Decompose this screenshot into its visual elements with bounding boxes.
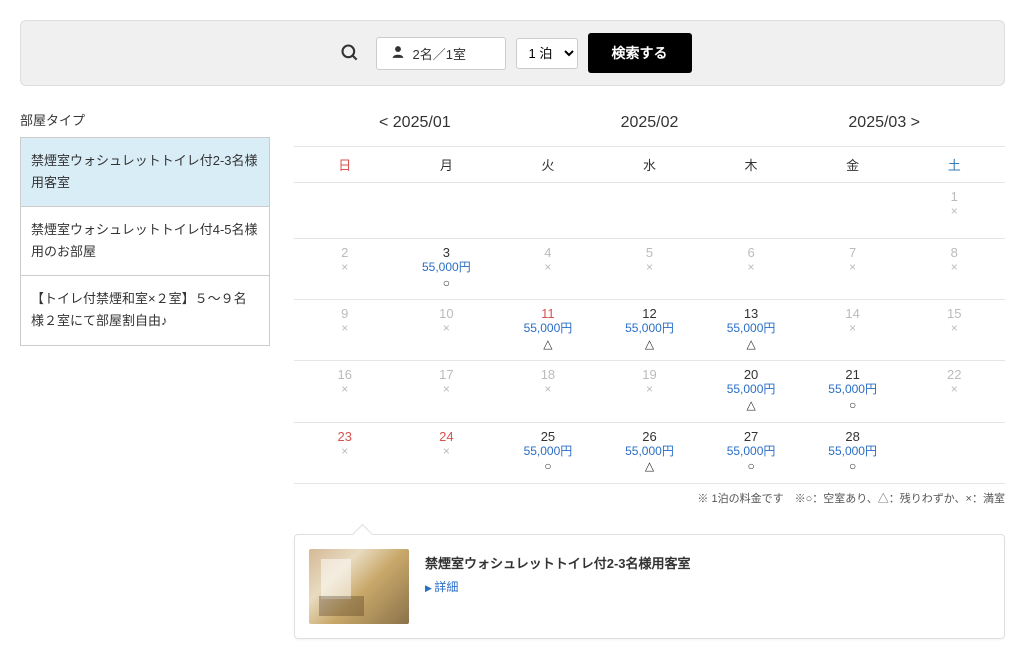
calendar-cell: 24× <box>396 423 498 484</box>
room-type-item[interactable]: 禁煙室ウォシュレットトイレ付4-5名様用のお部屋 <box>21 207 269 276</box>
day-of-week-header: 火 <box>497 147 599 183</box>
day-of-week-header: 水 <box>599 147 701 183</box>
calendar-cell[interactable]: 2755,000円○ <box>700 423 802 484</box>
room-type-list: 禁煙室ウォシュレットトイレ付2-3名様用客室禁煙室ウォシュレットトイレ付4-5名… <box>20 137 270 346</box>
calendar-cell <box>396 183 498 239</box>
calendar-legend: ※ 1泊の料金です ※○：空室あり、△：残りわずか、×：満室 <box>294 490 1005 506</box>
calendar-cell: 1× <box>903 183 1005 239</box>
search-bar: 2名／1室 1 泊 検索する <box>20 20 1005 86</box>
calendar-cell <box>700 183 802 239</box>
calendar-cell: 4× <box>497 239 599 300</box>
calendar-cell[interactable]: 355,000円○ <box>396 239 498 300</box>
calendar-cell: 18× <box>497 361 599 422</box>
calendar-cell <box>802 183 904 239</box>
calendar-cell[interactable]: 1255,000円△ <box>599 300 701 361</box>
guests-label: 2名／1室 <box>413 44 466 63</box>
room-type-item[interactable]: 禁煙室ウォシュレットトイレ付2-3名様用客室 <box>21 138 269 207</box>
calendar-cell: 2× <box>294 239 396 300</box>
calendar-cell[interactable]: 1355,000円△ <box>700 300 802 361</box>
calendar-cell <box>294 183 396 239</box>
calendar-cell: 5× <box>599 239 701 300</box>
calendar-cell: 17× <box>396 361 498 422</box>
room-detail-link[interactable]: 詳細 <box>425 578 691 595</box>
calendar-cell[interactable]: 2155,000円○ <box>802 361 904 422</box>
calendar-cell: 14× <box>802 300 904 361</box>
day-of-week-header: 日 <box>294 147 396 183</box>
room-thumbnail <box>309 549 409 624</box>
calendar-cell <box>599 183 701 239</box>
person-icon <box>391 45 405 62</box>
month-navigation: < 2025/01 2025/02 2025/03 > <box>294 110 1005 136</box>
calendar-cell: 16× <box>294 361 396 422</box>
calendar-cell[interactable]: 1155,000円△ <box>497 300 599 361</box>
calendar-cell: 10× <box>396 300 498 361</box>
search-button[interactable]: 検索する <box>588 33 692 73</box>
calendar-cell: 22× <box>903 361 1005 422</box>
calendar-cell: 19× <box>599 361 701 422</box>
room-type-heading: 部屋タイプ <box>20 110 270 129</box>
calendar-cell[interactable]: 2055,000円△ <box>700 361 802 422</box>
day-of-week-header: 木 <box>700 147 802 183</box>
calendar-cell: 9× <box>294 300 396 361</box>
room-detail-title: 禁煙室ウォシュレットトイレ付2-3名様用客室 <box>425 553 691 572</box>
calendar-cell <box>497 183 599 239</box>
calendar-cell[interactable]: 2655,000円△ <box>599 423 701 484</box>
calendar-grid: 日月火水木金土1× 2×355,000円○4×5×6×7×8× 9×10×1155,… <box>294 146 1005 484</box>
search-icon[interactable] <box>334 39 366 67</box>
calendar-cell[interactable]: 2855,000円○ <box>802 423 904 484</box>
calendar-cell: 15× <box>903 300 1005 361</box>
prev-month[interactable]: < 2025/01 <box>371 110 459 136</box>
calendar-cell: 23× <box>294 423 396 484</box>
calendar-cell: 8× <box>903 239 1005 300</box>
current-month: 2025/02 <box>613 110 687 136</box>
calendar-cell: 7× <box>802 239 904 300</box>
room-detail-card: 禁煙室ウォシュレットトイレ付2-3名様用客室 詳細 <box>294 534 1005 639</box>
room-type-item[interactable]: 【トイレ付禁煙和室×２室】５～９名様２室にて部屋割自由♪ <box>21 276 269 344</box>
day-of-week-header: 月 <box>396 147 498 183</box>
nights-select[interactable]: 1 泊 <box>516 38 578 69</box>
calendar-cell: 6× <box>700 239 802 300</box>
day-of-week-header: 土 <box>903 147 1005 183</box>
next-month[interactable]: 2025/03 > <box>840 110 928 136</box>
calendar-cell[interactable]: 2555,000円○ <box>497 423 599 484</box>
day-of-week-header: 金 <box>802 147 904 183</box>
guests-selector[interactable]: 2名／1室 <box>376 37 506 70</box>
calendar-cell <box>903 423 1005 484</box>
